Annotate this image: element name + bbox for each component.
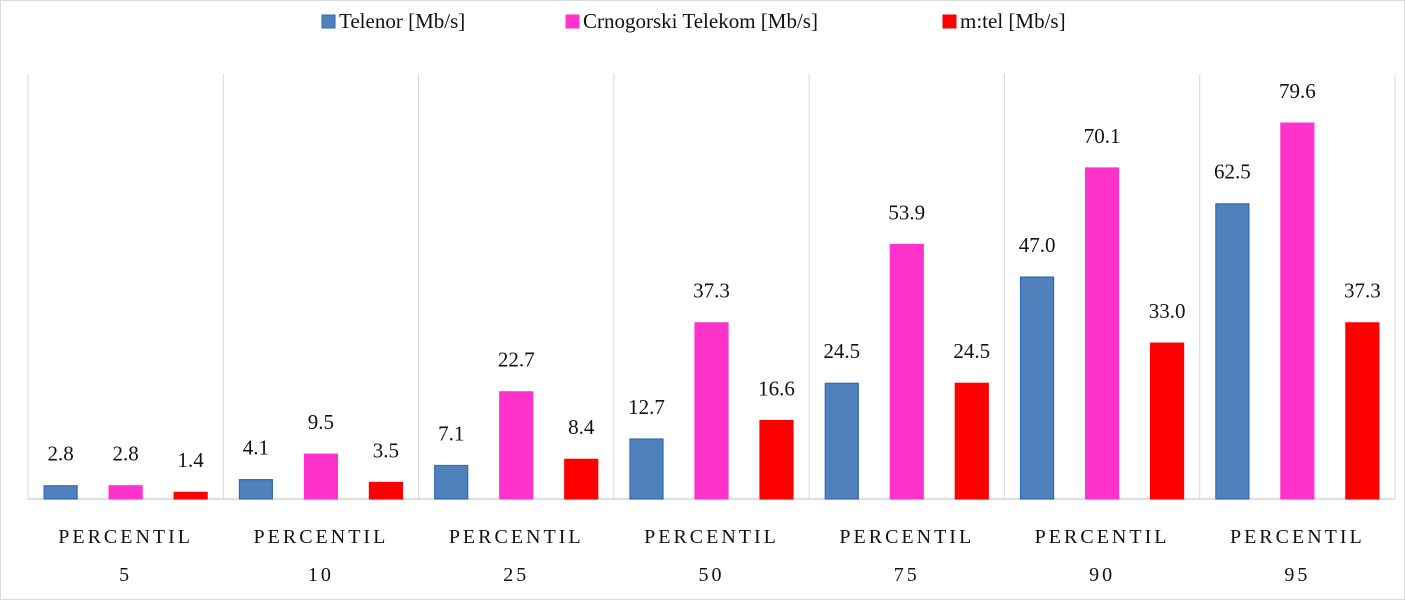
bar (694, 322, 729, 500)
x-tick-label: PERCENTIL 10 (254, 526, 389, 586)
legend-swatch (942, 14, 957, 29)
bar (368, 481, 404, 500)
x-tick-label: PERCENTIL 90 (1035, 526, 1170, 586)
bar (629, 438, 664, 500)
bar (499, 391, 534, 500)
bar (1149, 342, 1185, 500)
bar (824, 382, 859, 500)
data-label: 79.6 (1279, 79, 1316, 103)
data-label: 1.4 (178, 448, 205, 472)
x-tick-label: PERCENTIL 5 (58, 526, 193, 586)
legend-label: m:tel [Mb/s] (960, 9, 1066, 33)
data-label: 3.5 (373, 438, 399, 462)
x-tick-label: PERCENTIL 75 (839, 526, 974, 586)
data-label: 70.1 (1084, 124, 1121, 148)
bar (1019, 276, 1055, 500)
data-label: 37.3 (1344, 279, 1381, 303)
data-label: 16.6 (758, 376, 795, 400)
bar (43, 485, 78, 500)
bar (303, 453, 339, 500)
bar (1215, 203, 1250, 500)
bar (1084, 167, 1120, 500)
data-label: 22.7 (498, 348, 535, 372)
legend-swatch (321, 14, 336, 29)
bar (238, 479, 274, 500)
bar (759, 420, 794, 500)
legend-label: Crnogorski Telekom [Mb/s] (583, 9, 818, 33)
data-label: 8.4 (568, 415, 595, 439)
legend-swatch (565, 14, 580, 29)
data-label: 62.5 (1214, 160, 1251, 184)
data-label: 2.8 (48, 442, 74, 466)
data-label: 9.5 (308, 410, 334, 434)
bar (954, 382, 989, 500)
x-tick-label: PERCENTIL 25 (449, 526, 584, 586)
data-label: 33.0 (1149, 299, 1186, 323)
bar (173, 491, 208, 500)
data-label: 12.7 (628, 395, 665, 419)
x-tick-label: PERCENTIL 95 (1230, 526, 1365, 586)
data-label: 7.1 (438, 421, 464, 445)
data-label: 37.3 (693, 279, 730, 303)
bar (1280, 122, 1315, 500)
legend-label: Telenor [Mb/s] (339, 9, 465, 33)
data-label: 24.5 (823, 339, 860, 363)
bar (1345, 322, 1380, 500)
data-label: 53.9 (888, 200, 925, 224)
bar (108, 485, 143, 500)
bar (889, 243, 924, 500)
data-label: 24.5 (953, 339, 990, 363)
x-tick-label: PERCENTIL 50 (644, 526, 779, 586)
data-label: 47.0 (1019, 233, 1056, 257)
bar (434, 464, 469, 500)
data-label: 4.1 (243, 435, 269, 459)
bar (564, 458, 599, 500)
data-label: 2.8 (113, 442, 139, 466)
